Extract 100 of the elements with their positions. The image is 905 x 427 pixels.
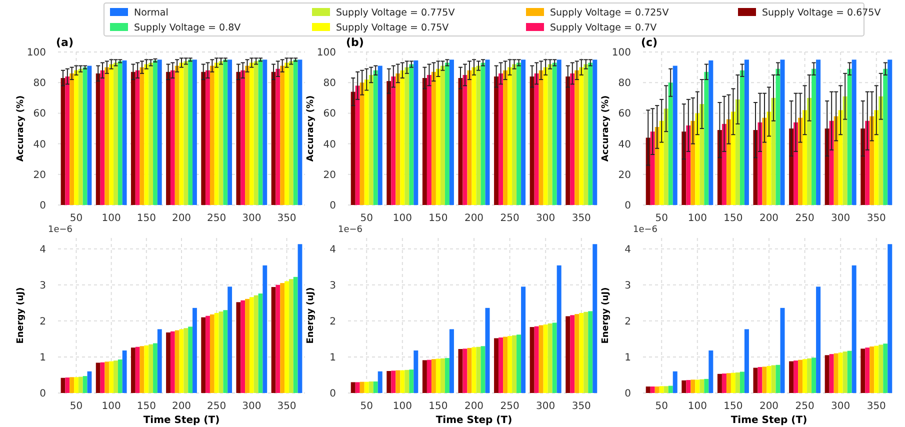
y-tick-label: 3 (40, 280, 46, 292)
bar (516, 334, 522, 393)
bar (847, 350, 852, 393)
bar (201, 317, 206, 393)
bar (206, 70, 210, 205)
bar (276, 284, 280, 393)
bar (708, 350, 714, 393)
bar (592, 244, 598, 393)
bar (472, 67, 476, 205)
y-tick-label: 60 (33, 108, 46, 120)
y-tick-label: 3 (624, 280, 631, 292)
bar (802, 359, 808, 393)
x-tick-label: 250 (207, 401, 226, 412)
x-tick-label: 100 (688, 213, 707, 224)
bar (865, 348, 870, 393)
y-axis-title: Accuracy (%) (601, 95, 611, 162)
bar (494, 338, 499, 393)
y-tick-label: 60 (618, 108, 631, 120)
bar (668, 82, 673, 205)
bar (521, 286, 526, 393)
bar (646, 386, 650, 393)
x-tick-label: 50 (70, 401, 83, 412)
bar (878, 96, 884, 205)
x-tick-label: 150 (428, 213, 448, 224)
bar (516, 62, 522, 205)
bar (789, 361, 794, 393)
bar (201, 72, 206, 205)
bar (766, 366, 772, 393)
chart-title: (c) (641, 36, 658, 49)
bar (570, 73, 575, 205)
bar (722, 374, 726, 393)
text: 1e−6 (338, 225, 363, 235)
bar (842, 352, 848, 393)
x-tick-label: 50 (360, 213, 373, 224)
bar (722, 124, 726, 205)
bar (140, 346, 144, 393)
bar (695, 380, 700, 393)
bar (179, 329, 184, 393)
y-tick-label: 20 (618, 170, 631, 181)
bar (184, 328, 188, 393)
y-tick-label: 40 (323, 139, 336, 150)
bar (730, 112, 736, 205)
bar (579, 67, 584, 205)
y-tick-label: 100 (612, 48, 631, 58)
bar (258, 60, 263, 205)
bar (467, 70, 472, 205)
bar (780, 60, 785, 205)
bar (87, 66, 92, 205)
y-tick-label: 2 (624, 316, 631, 328)
bar (254, 295, 258, 393)
bar (771, 365, 776, 393)
bar (672, 371, 678, 393)
x-tick-label: 100 (102, 401, 121, 412)
bar (228, 60, 232, 205)
bar (135, 346, 140, 393)
bar (695, 113, 700, 205)
bar (552, 62, 557, 205)
bar (735, 99, 740, 205)
bar (409, 64, 414, 205)
bar (60, 78, 66, 205)
bar (556, 60, 562, 205)
bar (364, 80, 369, 205)
bar (503, 336, 508, 393)
bar (114, 62, 118, 205)
bar (293, 60, 298, 205)
bar (650, 132, 655, 205)
y-tick-label: 0 (40, 200, 46, 212)
bar (682, 132, 686, 205)
bar (400, 370, 405, 393)
bar (762, 366, 767, 393)
x-tick-label: 200 (464, 401, 484, 412)
bar (888, 60, 892, 205)
bar (690, 120, 696, 205)
y-tick-label: 20 (323, 170, 336, 181)
bar (664, 386, 668, 393)
x-tick-label: 150 (136, 401, 156, 412)
bar (740, 372, 744, 393)
bar (422, 78, 427, 205)
x-tick-label: 100 (102, 213, 121, 224)
x-tick-label: 300 (536, 213, 556, 224)
bar (700, 379, 704, 393)
bar (794, 122, 798, 205)
bar (494, 76, 499, 205)
bar (100, 362, 105, 393)
bar (838, 352, 843, 393)
bar (218, 312, 224, 393)
x-tick-label: 300 (831, 401, 850, 412)
x-tick-label: 150 (724, 401, 743, 412)
bar (74, 70, 78, 205)
bar (508, 336, 512, 393)
bar (276, 68, 280, 205)
legend-label: Supply Voltage = 0.7V (550, 22, 658, 34)
bar (449, 60, 454, 205)
legend-label: Normal (134, 8, 168, 18)
x-tick-label: 300 (831, 213, 850, 224)
x-tick-label: 300 (242, 213, 262, 224)
bar (472, 347, 476, 393)
bar (396, 370, 400, 393)
bar (682, 380, 686, 393)
bar (824, 128, 830, 205)
